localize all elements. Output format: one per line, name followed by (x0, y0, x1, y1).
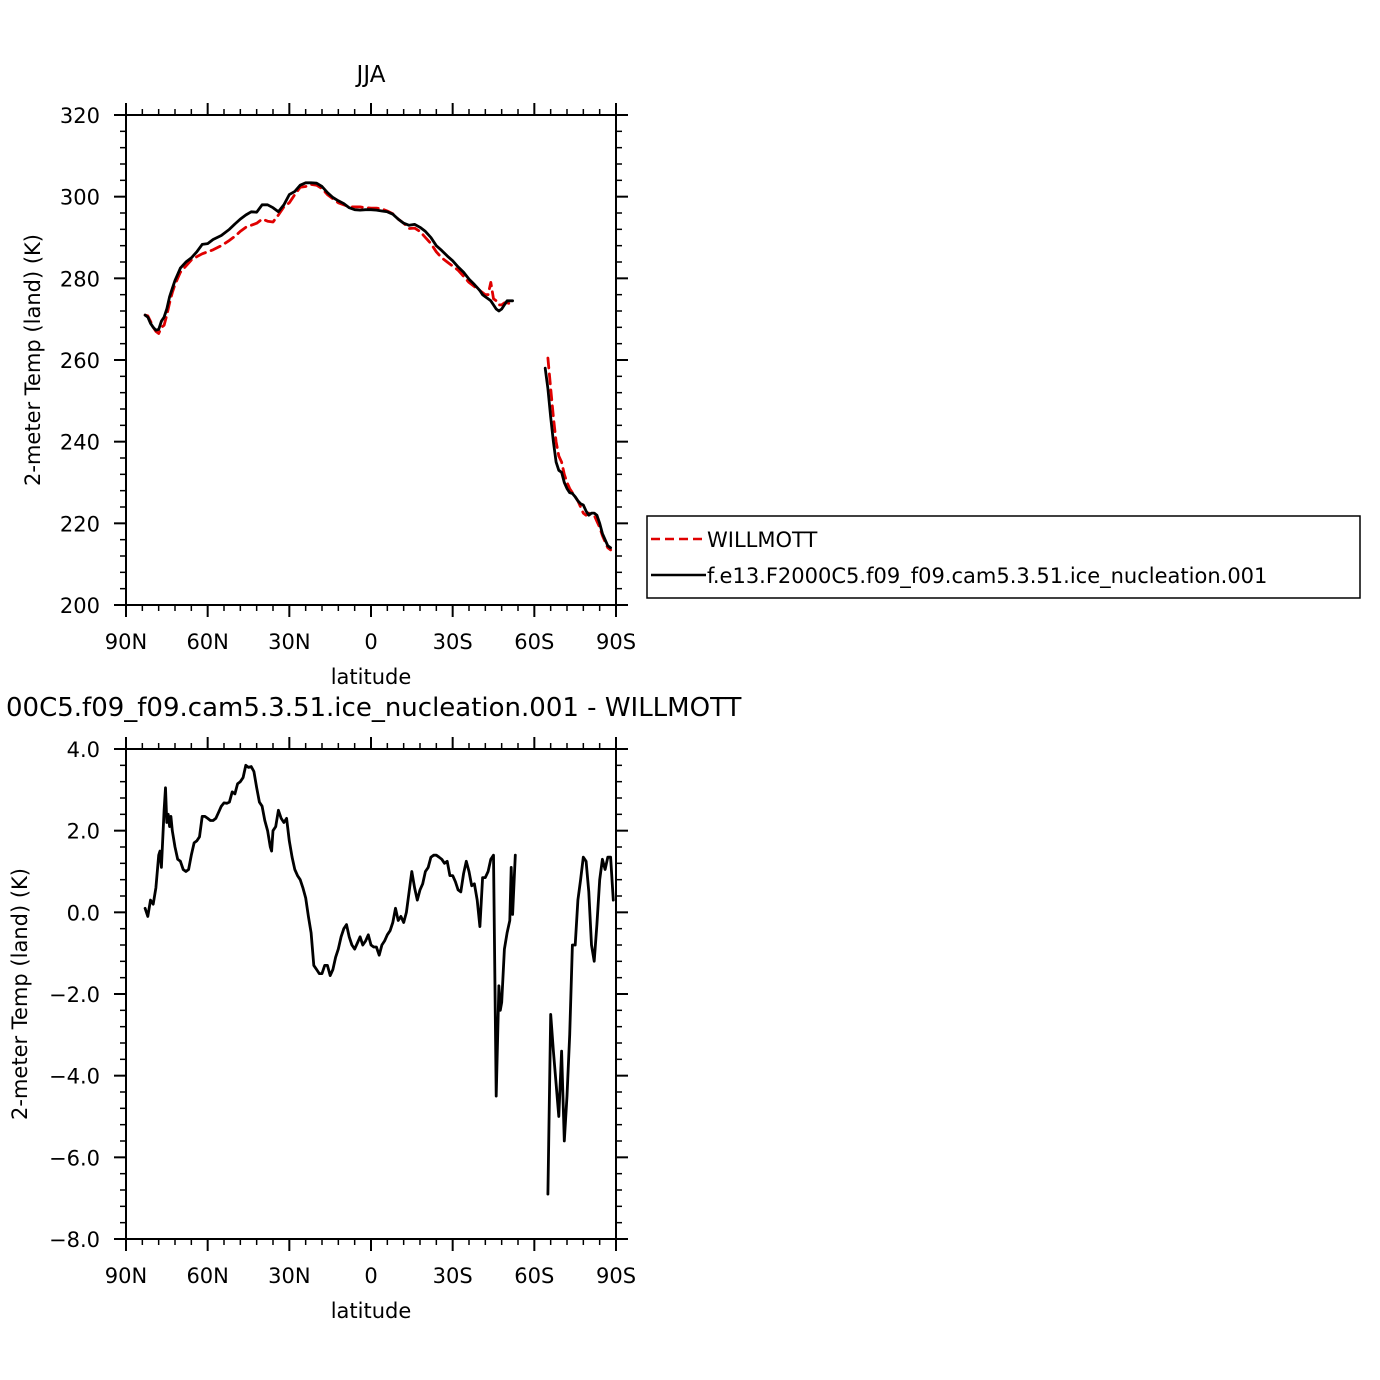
plot-frame (125, 114, 617, 606)
x-tick-label: 0 (364, 1264, 377, 1288)
panel-title: JJA (355, 62, 386, 88)
x-tick-label: 30N (268, 630, 310, 654)
temperature-panel: JJA 90N 60N 30N 0 30S 60S 90S 200 220 240 260 280 30… (21, 62, 1361, 689)
legend-box (646, 515, 1361, 599)
difference-panel: 00C5.f09_f09.cam5.3.51.ice_nucleation.00… (6, 693, 741, 1323)
x-axis-label: latitude (331, 665, 412, 689)
x-tick-label: 60S (514, 630, 554, 654)
x-axis-label: latitude (331, 1299, 412, 1323)
x-tick-label: 30N (268, 1264, 310, 1288)
axis-ticks (114, 737, 628, 1251)
y-tick-label: 300 (60, 186, 100, 210)
legend: WILLMOTT f.e13.F2000C5.f09_f09.cam5.3.51… (646, 515, 1361, 599)
y-tick-label: 320 (60, 104, 100, 128)
x-tick-label: 30S (433, 1264, 473, 1288)
x-tick-label: 60N (186, 1264, 228, 1288)
y-tick-label: 280 (60, 267, 100, 291)
tick-labels: 90N 60N 30N 0 30S 60S 90S 200 220 240 260 280 300 320 (60, 104, 636, 654)
y-tick-label: −2.0 (49, 983, 100, 1007)
y-axis-label: 2-meter Temp (land) (K) (8, 868, 32, 1120)
series-line-1 (143, 181, 514, 332)
legend-label-willmott: WILLMOTT (707, 528, 817, 552)
y-tick-label: 4.0 (67, 738, 100, 762)
y-tick-label: 0.0 (67, 901, 100, 925)
x-tick-label: 0 (364, 630, 377, 654)
x-tick-label: 60N (186, 630, 228, 654)
series-line-1 (543, 366, 612, 550)
series-line-0 (143, 763, 517, 1098)
y-tick-label: 240 (60, 431, 100, 455)
y-tick-label: −4.0 (49, 1065, 100, 1089)
tick-labels: 90N 60N 30N 0 30S 60S 90S −8.0 −6.0 −4.0 −2.0 0.0 2.… (49, 738, 636, 1288)
x-tick-label: 90S (596, 1264, 636, 1288)
series-line-0 (546, 356, 612, 552)
y-tick-label: −6.0 (49, 1146, 100, 1170)
x-tick-label: 90N (105, 630, 147, 654)
x-tick-label: 90N (105, 1264, 147, 1288)
y-axis-label: 2-meter Temp (land) (K) (21, 234, 45, 486)
y-tick-label: −8.0 (49, 1228, 100, 1252)
legend-label-model: f.e13.F2000C5.f09_f09.cam5.3.51.ice_nucl… (707, 564, 1267, 589)
panel-title: 00C5.f09_f09.cam5.3.51.ice_nucleation.00… (6, 693, 741, 723)
series-layer (143, 181, 612, 552)
y-tick-label: 2.0 (67, 820, 100, 844)
x-tick-label: 30S (433, 630, 473, 654)
x-tick-label: 90S (596, 630, 636, 654)
series-line-0 (143, 183, 514, 335)
series-line-0 (546, 855, 615, 1196)
y-tick-label: 220 (60, 512, 100, 536)
x-tick-label: 60S (514, 1264, 554, 1288)
series-layer (143, 763, 615, 1196)
y-tick-label: 260 (60, 349, 100, 373)
y-tick-label: 200 (60, 594, 100, 618)
axis-ticks (114, 103, 628, 617)
plot-frame (125, 748, 617, 1240)
